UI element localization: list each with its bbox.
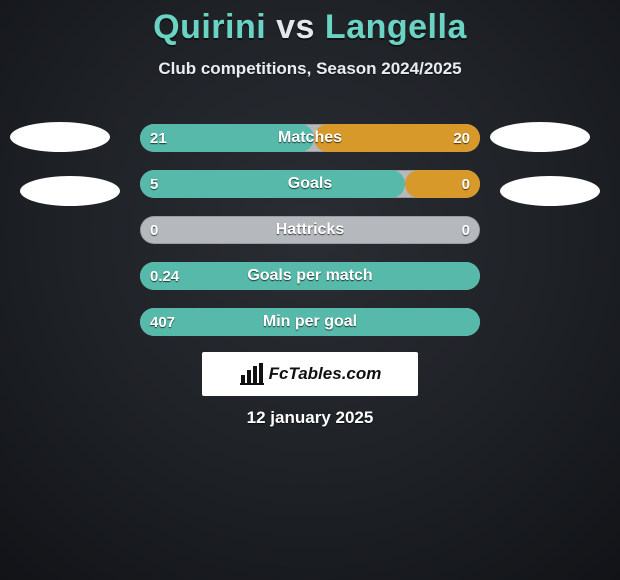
badge-p2-bottom xyxy=(500,176,600,206)
title-player2: Langella xyxy=(325,8,467,46)
stat-rows: Matches2120 Goals50 Hattricks00 Goals per m… xyxy=(140,124,480,354)
stat-fill-p1 xyxy=(140,308,480,336)
stat-row: Min per goal407 xyxy=(140,308,480,336)
stat-fill-p1 xyxy=(140,124,314,152)
stat-fill-p2 xyxy=(405,170,480,198)
badge-p1-bottom xyxy=(20,176,120,206)
stat-row: Goals50 xyxy=(140,170,480,198)
page-title: Quirini vs Langella xyxy=(0,0,620,47)
title-player1: Quirini xyxy=(153,8,266,46)
stat-row: Matches2120 xyxy=(140,124,480,152)
stat-row: Hattricks00 xyxy=(140,216,480,244)
subtitle: Club competitions, Season 2024/2025 xyxy=(0,59,620,79)
stat-fill-p1 xyxy=(140,262,480,290)
stat-track xyxy=(140,216,480,244)
bars-icon xyxy=(239,363,265,385)
badge-p2-top xyxy=(490,122,590,152)
stat-fill-p1 xyxy=(140,170,405,198)
badge-p1-top xyxy=(10,122,110,152)
title-vs: vs xyxy=(276,8,315,46)
content: Quirini vs Langella Club competitions, S… xyxy=(0,0,620,580)
date-label: 12 january 2025 xyxy=(0,408,620,428)
site-label: FcTables.com xyxy=(269,364,382,384)
stat-fill-p2 xyxy=(314,124,480,152)
site-badge[interactable]: FcTables.com xyxy=(202,352,418,396)
comparison-card: Quirini vs Langella Club competitions, S… xyxy=(0,0,620,580)
stat-row: Goals per match0.24 xyxy=(140,262,480,290)
